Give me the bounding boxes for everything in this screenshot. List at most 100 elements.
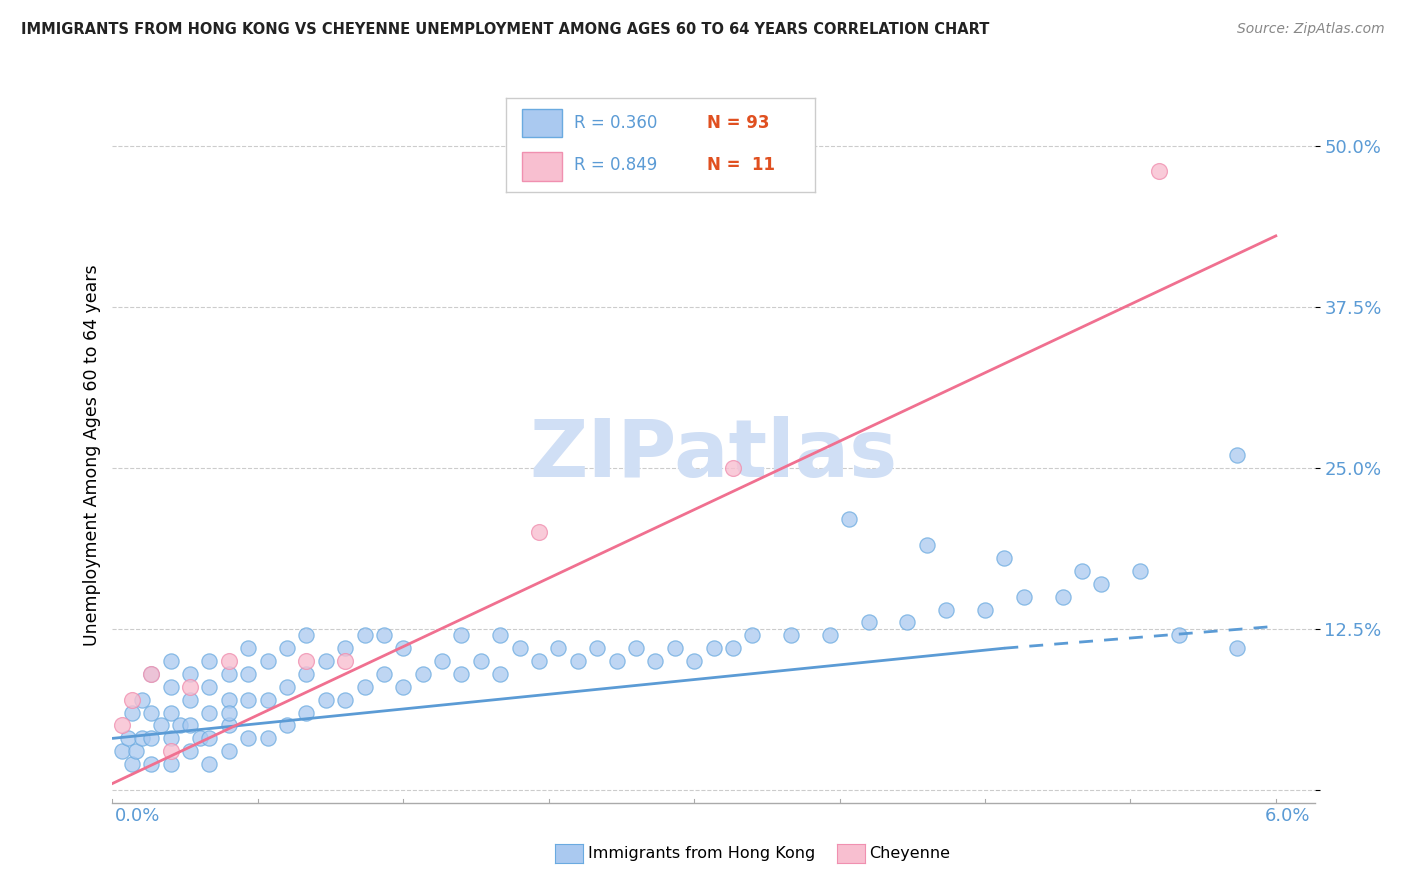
Point — [295, 628, 318, 642]
Point — [547, 641, 569, 656]
Point — [238, 731, 260, 746]
Point — [527, 525, 550, 540]
Point — [315, 692, 337, 706]
Text: N = 93: N = 93 — [707, 114, 769, 132]
Point — [315, 654, 337, 668]
Text: R = 0.849: R = 0.849 — [574, 156, 658, 174]
Text: Cheyenne: Cheyenne — [869, 847, 950, 861]
Point — [1071, 564, 1094, 578]
Point — [392, 680, 415, 694]
Point — [741, 628, 763, 642]
Point — [198, 757, 221, 772]
Point — [1149, 164, 1171, 178]
Point — [1052, 590, 1074, 604]
Text: 0.0%: 0.0% — [115, 807, 160, 825]
Text: N =  11: N = 11 — [707, 156, 775, 174]
Text: 6.0%: 6.0% — [1265, 807, 1310, 825]
Point — [489, 667, 512, 681]
Point — [111, 718, 134, 732]
Text: IMMIGRANTS FROM HONG KONG VS CHEYENNE UNEMPLOYMENT AMONG AGES 60 TO 64 YEARS COR: IMMIGRANTS FROM HONG KONG VS CHEYENNE UN… — [21, 22, 990, 37]
Point — [818, 628, 841, 642]
Point — [218, 718, 240, 732]
Point — [218, 667, 240, 681]
FancyBboxPatch shape — [522, 153, 562, 180]
Point — [218, 706, 240, 720]
Point — [353, 628, 375, 642]
Point — [450, 667, 472, 681]
Point — [141, 667, 163, 681]
Point — [256, 692, 278, 706]
Point — [121, 692, 143, 706]
Point — [624, 641, 647, 656]
Point — [218, 744, 240, 758]
Point — [256, 731, 278, 746]
Point — [159, 654, 181, 668]
Point — [664, 641, 686, 656]
Text: ZIPatlas: ZIPatlas — [530, 416, 897, 494]
Point — [131, 731, 153, 746]
Point — [218, 692, 240, 706]
Point — [974, 602, 997, 616]
Y-axis label: Unemployment Among Ages 60 to 64 years: Unemployment Among Ages 60 to 64 years — [83, 264, 101, 646]
Point — [489, 628, 512, 642]
Point — [1129, 564, 1152, 578]
Point — [838, 512, 860, 526]
Point — [295, 706, 318, 720]
Point — [276, 680, 298, 694]
Point — [1167, 628, 1189, 642]
Point — [586, 641, 609, 656]
Point — [238, 667, 260, 681]
Point — [412, 667, 434, 681]
Point — [141, 757, 163, 772]
Point — [121, 706, 143, 720]
Point — [470, 654, 492, 668]
Point — [644, 654, 666, 668]
Point — [935, 602, 957, 616]
Point — [159, 757, 181, 772]
Point — [141, 667, 163, 681]
Point — [125, 744, 148, 758]
Point — [276, 641, 298, 656]
Point — [169, 718, 191, 732]
Point — [117, 731, 139, 746]
Point — [780, 628, 803, 642]
Point — [509, 641, 531, 656]
Point — [179, 680, 201, 694]
Point — [606, 654, 628, 668]
Point — [915, 538, 938, 552]
Point — [567, 654, 589, 668]
Point — [141, 731, 163, 746]
Point — [188, 731, 211, 746]
Point — [333, 641, 356, 656]
Point — [198, 654, 221, 668]
Point — [858, 615, 880, 630]
Point — [256, 654, 278, 668]
Point — [450, 628, 472, 642]
Point — [149, 718, 172, 732]
Point — [179, 667, 201, 681]
Point — [702, 641, 725, 656]
Point — [159, 744, 181, 758]
Point — [373, 628, 395, 642]
FancyBboxPatch shape — [522, 110, 562, 137]
Point — [1226, 448, 1249, 462]
Point — [276, 718, 298, 732]
Point — [295, 667, 318, 681]
Point — [527, 654, 550, 668]
Text: Source: ZipAtlas.com: Source: ZipAtlas.com — [1237, 22, 1385, 37]
Point — [159, 706, 181, 720]
Point — [392, 641, 415, 656]
Point — [430, 654, 453, 668]
Point — [683, 654, 706, 668]
Point — [179, 744, 201, 758]
Point — [159, 731, 181, 746]
Point — [721, 460, 744, 475]
Point — [141, 706, 163, 720]
Point — [1090, 576, 1112, 591]
Text: R = 0.360: R = 0.360 — [574, 114, 658, 132]
Point — [333, 692, 356, 706]
Point — [159, 680, 181, 694]
Point — [1012, 590, 1035, 604]
Point — [295, 654, 318, 668]
Point — [1226, 641, 1249, 656]
